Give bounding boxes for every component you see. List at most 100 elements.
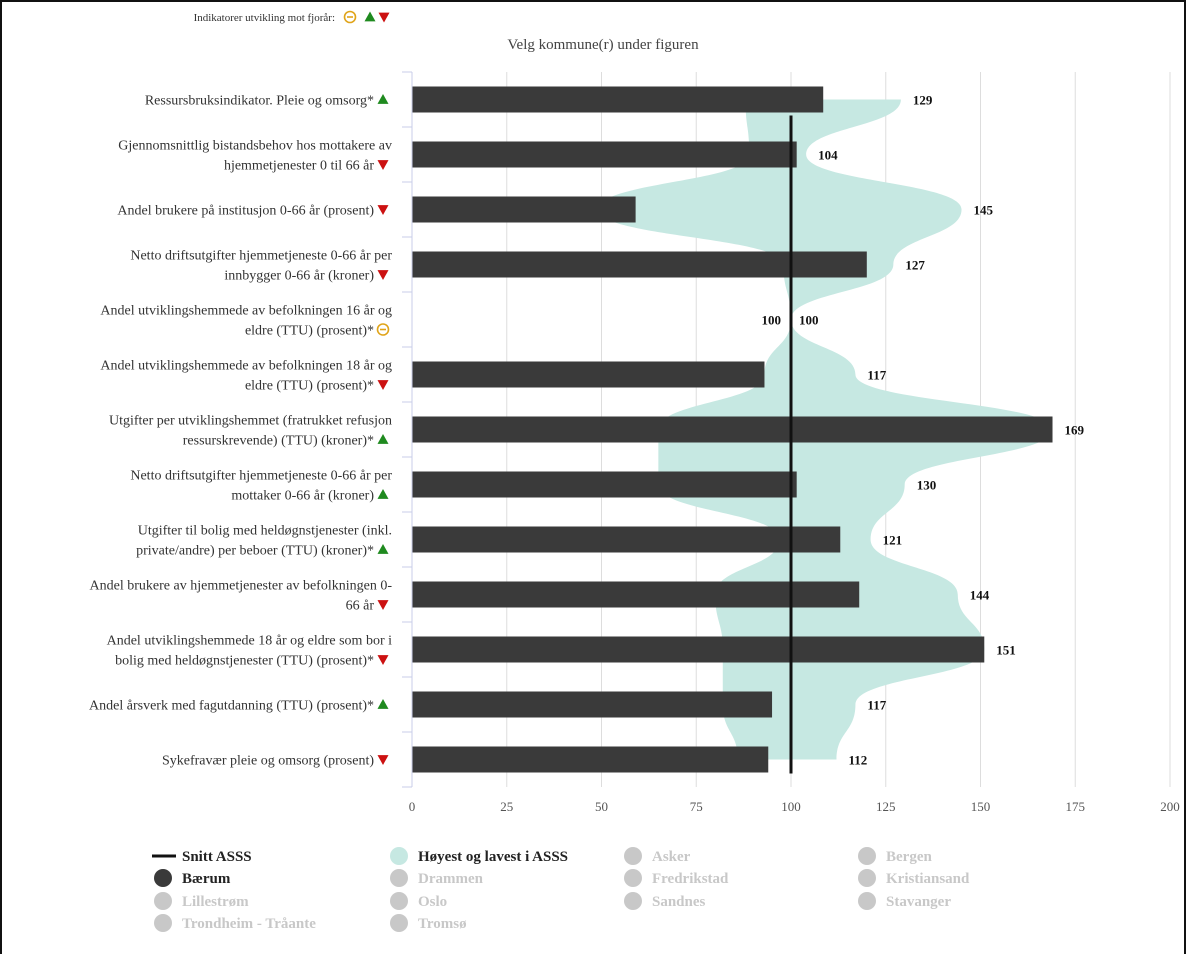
bar[interactable] — [412, 746, 769, 773]
legend-dot-symbol — [858, 847, 876, 865]
x-tick-label: 50 — [595, 799, 608, 814]
bar[interactable] — [412, 141, 797, 168]
legend-label: Snitt ASSS — [182, 849, 252, 865]
legend-item[interactable]: Asker — [624, 847, 691, 865]
x-tick-label: 125 — [876, 799, 896, 814]
category-label-line: innbygger 0-66 år (kroner) — [224, 269, 374, 284]
up-trend-icon — [377, 544, 389, 554]
x-tick-label: 0 — [409, 799, 416, 814]
legend-item[interactable]: Bærum — [154, 869, 231, 887]
bar[interactable] — [412, 86, 824, 113]
category-label-line: Utgifter per utviklingshemmet (fratrukke… — [109, 414, 392, 429]
data-label: 144 — [970, 588, 990, 603]
category-label: Andel brukere av hjemmetjenester av befo… — [90, 579, 393, 614]
legend-item[interactable]: Sandnes — [624, 892, 706, 910]
data-label: 151 — [996, 643, 1016, 658]
data-label: 112 — [848, 753, 867, 768]
chart-subtitle: Velg kommune(r) under figuren — [507, 37, 699, 53]
category-label-line: Andel utviklingshemmede av befolkningen … — [100, 359, 392, 374]
data-label: 117 — [867, 368, 886, 383]
up-trend-icon — [364, 11, 376, 22]
category-label-line: Utgifter til bolig med heldøgnstjenester… — [138, 524, 392, 539]
legend: Snitt ASSS Høyest og lavest i ASSS Asker Be… — [152, 847, 970, 932]
down-trend-icon — [377, 160, 389, 170]
legend-label: Sandnes — [652, 894, 706, 910]
legend-label: Oslo — [418, 894, 447, 910]
legend-label: Bergen — [886, 849, 932, 865]
category-label: Andel årsverk med fagutdanning (TTU) (pr… — [89, 699, 389, 714]
legend-dot-symbol — [154, 914, 172, 932]
data-label: 121 — [883, 533, 903, 548]
category-label-line: Andel brukere på institusjon 0-66 år (pr… — [117, 204, 374, 219]
category-label: Netto driftsutgifter hjemmetjeneste 0-66… — [130, 249, 392, 284]
category-label-line: Andel utviklingshemmede av befolkningen … — [100, 304, 392, 319]
legend-label: Fredrikstad — [652, 871, 729, 887]
category-label-line: Andel brukere av hjemmetjenester av befo… — [90, 579, 393, 594]
bar[interactable] — [412, 636, 985, 663]
legend-label: Bærum — [182, 871, 231, 887]
category-label: Ressursbruksindikator. Pleie og omsorg* — [145, 94, 389, 109]
down-trend-icon — [377, 655, 389, 665]
legend-dot-symbol — [154, 869, 172, 887]
category-label: Andel utviklingshemmede av befolkningen … — [100, 304, 392, 339]
legend-item[interactable]: Drammen — [390, 869, 484, 887]
legend-item[interactable]: Oslo — [390, 892, 447, 910]
data-label: 129 — [913, 93, 933, 108]
category-label: Netto driftsutgifter hjemmetjeneste 0-66… — [130, 469, 392, 504]
legend-item[interactable]: Tromsø — [390, 914, 467, 932]
legend-item[interactable]: Stavanger — [858, 892, 951, 910]
category-label-line: 66 år — [346, 599, 375, 614]
bar[interactable] — [412, 416, 1053, 443]
x-tick-label: 200 — [1160, 799, 1180, 814]
bar[interactable] — [412, 471, 797, 498]
category-label-line: Ressursbruksindikator. Pleie og omsorg* — [145, 94, 374, 109]
down-trend-icon — [377, 380, 389, 390]
data-label: 130 — [917, 478, 937, 493]
legend-item[interactable]: Trondheim - Tråante — [154, 914, 316, 932]
down-trend-icon — [377, 755, 389, 765]
x-axis-ticks: 0 25 50 75 100 125 150 175 200 — [409, 799, 1180, 814]
data-label: 169 — [1065, 423, 1085, 438]
bar[interactable] — [412, 691, 773, 718]
x-tick-label: 100 — [781, 799, 801, 814]
legend-item[interactable]: Lillestrøm — [154, 892, 249, 910]
x-tick-label: 150 — [971, 799, 991, 814]
category-label: Utgifter per utviklingshemmet (fratrukke… — [109, 414, 392, 449]
legend-label: Stavanger — [886, 894, 951, 910]
bar[interactable] — [412, 581, 860, 608]
x-tick-label: 75 — [690, 799, 703, 814]
down-trend-icon — [377, 205, 389, 215]
down-trend-icon — [378, 12, 390, 23]
legend-dot-symbol — [154, 892, 172, 910]
legend-item[interactable]: Fredrikstad — [624, 869, 729, 887]
y-axis — [402, 71, 413, 788]
legend-dot-symbol — [390, 892, 408, 910]
legend-item[interactable]: Høyest og lavest i ASSS — [390, 847, 568, 865]
legend-item[interactable]: Kristiansand — [858, 869, 970, 887]
category-label-line: hjemmetjenester 0 til 66 år — [224, 159, 374, 174]
bar[interactable] — [412, 196, 636, 223]
bar[interactable] — [412, 361, 765, 388]
data-label: 117 — [867, 698, 886, 713]
indicator-text: Indikatorer utvikling mot fjorår: — [194, 12, 335, 24]
category-label: Sykefravær pleie og omsorg (prosent) — [162, 754, 389, 769]
data-label: 100 — [799, 313, 819, 328]
category-labels: Ressursbruksindikator. Pleie og omsorg* G… — [89, 94, 392, 769]
up-trend-icon — [377, 489, 389, 499]
neutral-trend-icon — [376, 323, 390, 336]
up-trend-icon — [377, 94, 389, 104]
legend-item[interactable]: Bergen — [858, 847, 932, 865]
legend-dot-symbol — [390, 914, 408, 932]
neutral-trend-icon-ring — [376, 323, 390, 336]
category-label-line: Sykefravær pleie og omsorg (prosent) — [162, 754, 374, 769]
category-label: Andel brukere på institusjon 0-66 år (pr… — [117, 204, 389, 219]
legend-item[interactable]: Snitt ASSS — [152, 849, 252, 865]
bar[interactable] — [412, 526, 841, 553]
legend-label: Asker — [652, 849, 691, 865]
category-label: Andel utviklingshemmede av befolkningen … — [100, 359, 392, 394]
category-label-line: eldre (TTU) (prosent)* — [245, 379, 374, 394]
bar[interactable] — [412, 251, 867, 278]
category-label-line: private/andre) per beboer (TTU) (kroner)… — [136, 544, 374, 559]
